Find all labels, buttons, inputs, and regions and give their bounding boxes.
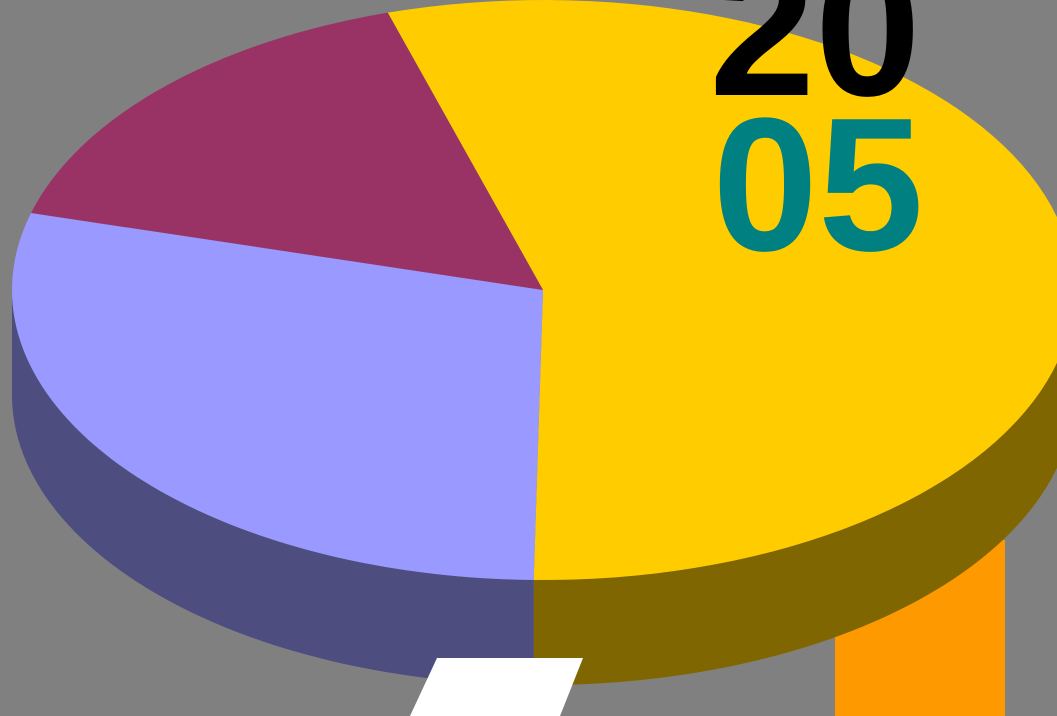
- slice: [31, 12, 544, 290]
- slice: [387, 0, 1057, 580]
- slice-side: [533, 362, 1057, 685]
- annotation: 20: [709, 0, 920, 136]
- annotation: 05: [712, 79, 923, 291]
- slice: [12, 212, 543, 580]
- slice-side: [12, 290, 534, 685]
- pie: [12, 0, 1057, 685]
- background-shape: [410, 658, 583, 716]
